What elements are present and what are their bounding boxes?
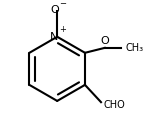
Text: CH₃: CH₃: [126, 43, 144, 53]
Text: O: O: [100, 36, 109, 46]
Text: −: −: [59, 0, 66, 8]
Text: O: O: [50, 5, 59, 15]
Text: +: +: [59, 26, 66, 34]
Text: CHO: CHO: [103, 100, 125, 110]
Text: N: N: [50, 32, 58, 42]
